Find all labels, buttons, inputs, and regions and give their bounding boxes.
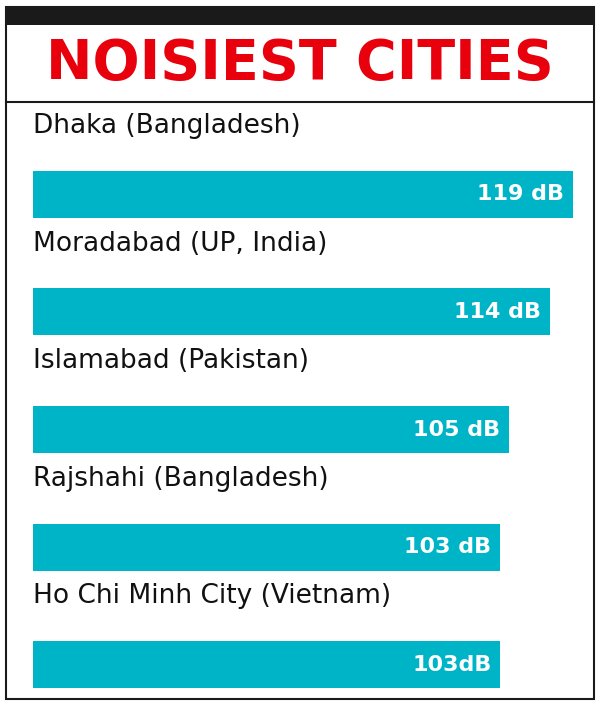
Bar (33, 171, 573, 218)
Bar (33, 641, 500, 688)
Bar (33, 289, 550, 335)
Text: Ho Chi Minh City (Vietnam): Ho Chi Minh City (Vietnam) (33, 583, 391, 609)
Text: Rajshahi (Bangladesh): Rajshahi (Bangladesh) (33, 466, 329, 492)
Bar (6, 7, 594, 25)
Bar (33, 406, 509, 453)
Text: 114 dB: 114 dB (454, 302, 541, 322)
Text: NOISIEST CITIES: NOISIEST CITIES (46, 37, 554, 90)
Text: 103 dB: 103 dB (404, 537, 491, 557)
Text: 103dB: 103dB (412, 655, 491, 675)
Text: 119 dB: 119 dB (477, 184, 564, 204)
Text: Moradabad (UP, India): Moradabad (UP, India) (33, 231, 328, 256)
Bar (33, 524, 500, 570)
Text: 105 dB: 105 dB (413, 419, 500, 440)
Text: Dhaka (Bangladesh): Dhaka (Bangladesh) (33, 113, 301, 139)
Text: Islamabad (Pakistan): Islamabad (Pakistan) (33, 348, 309, 374)
